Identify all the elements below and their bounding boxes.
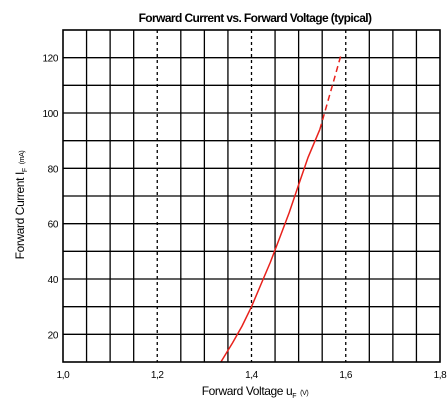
- y-tick-label: 20: [48, 330, 59, 341]
- y-axis-label-unit: (mA): [19, 151, 26, 165]
- y-tick-label: 80: [48, 164, 59, 175]
- y-tick-labels: 20 40 60 80 100 120: [43, 54, 60, 342]
- x-tick-label: 1,0: [57, 370, 71, 381]
- series-line-extrapolated: [319, 54, 342, 130]
- y-axis-label-main: Forward Current I: [13, 172, 27, 259]
- chart-title: Forward Current vs. Forward Voltage (typ…: [139, 11, 372, 25]
- series-line: [220, 129, 321, 363]
- x-tick-label: 1,8: [434, 370, 448, 381]
- series-layer: [220, 54, 342, 363]
- grid: [63, 30, 440, 362]
- x-axis-label-unit: (V): [300, 390, 308, 397]
- y-tick-label: 60: [48, 220, 59, 231]
- x-tick-labels: 1,0 1,2 1,4 1,6 1,8: [57, 370, 448, 381]
- y-tick-label: 120: [43, 54, 59, 65]
- x-tick-label: 1,4: [245, 370, 259, 381]
- x-tick-label: 1,6: [339, 370, 353, 381]
- y-tick-label: 100: [43, 109, 59, 120]
- x-axis-label: Forward Voltage uF (V): [202, 384, 309, 400]
- x-tick-label: 1,2: [151, 370, 165, 381]
- plot-frame: [62, 29, 441, 363]
- y-axis-label: Forward Current IF (mA): [13, 151, 29, 260]
- y-axis-label-sub: F: [22, 168, 29, 172]
- y-tick-label: 40: [48, 275, 59, 286]
- x-axis-label-main: Forward Voltage u: [202, 384, 293, 398]
- x-axis-label-sub: F: [292, 393, 296, 400]
